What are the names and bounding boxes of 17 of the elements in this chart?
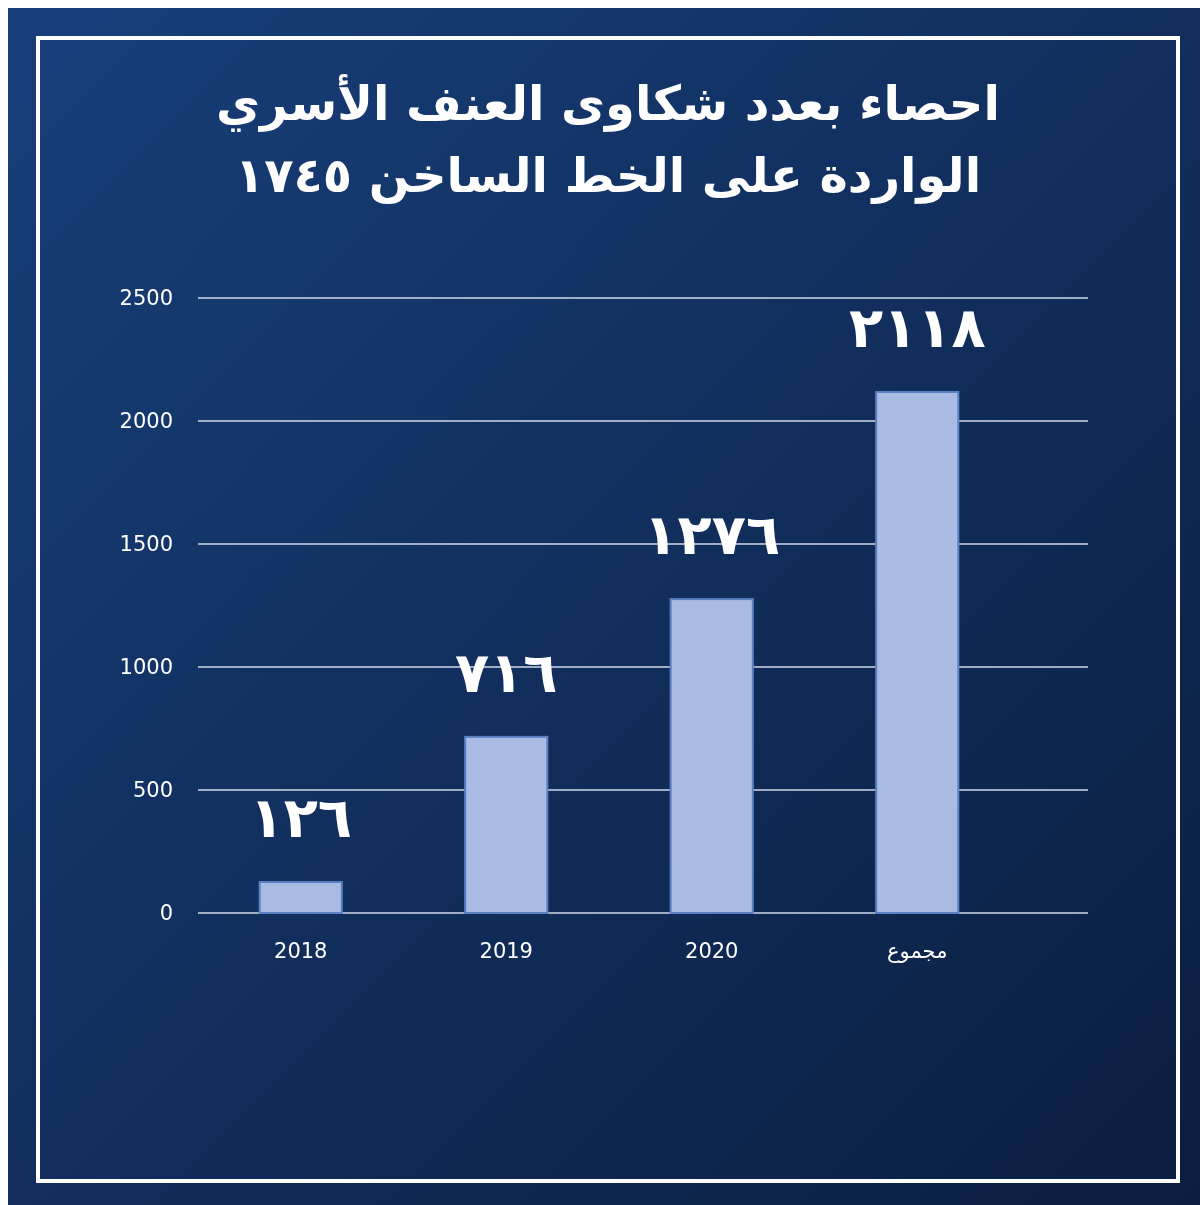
bar <box>875 390 960 914</box>
chart-title: احصاء بعدد شكاوى العنف الأسري الواردة على الخط الساخن ١٧٤٥ <box>216 74 1000 204</box>
x-tick-label: 2018 <box>274 939 328 963</box>
x-tick-label: 2019 <box>479 939 533 963</box>
bar <box>669 598 754 914</box>
bar <box>464 735 549 914</box>
data-label: ١٢٦ <box>249 785 353 850</box>
bar <box>258 881 343 914</box>
data-label: ٢١١٨ <box>848 294 986 360</box>
y-tick-label: 500 <box>132 778 173 803</box>
y-tick-label: 1500 <box>119 532 173 557</box>
x-tick-label: مجموع <box>887 939 948 963</box>
y-tick-label: 1000 <box>119 655 173 680</box>
y-tick-label: 2500 <box>119 286 173 311</box>
x-tick-label: 2020 <box>685 939 739 963</box>
y-tick-label: 0 <box>159 901 173 926</box>
y-tick-label: 2000 <box>119 409 173 434</box>
